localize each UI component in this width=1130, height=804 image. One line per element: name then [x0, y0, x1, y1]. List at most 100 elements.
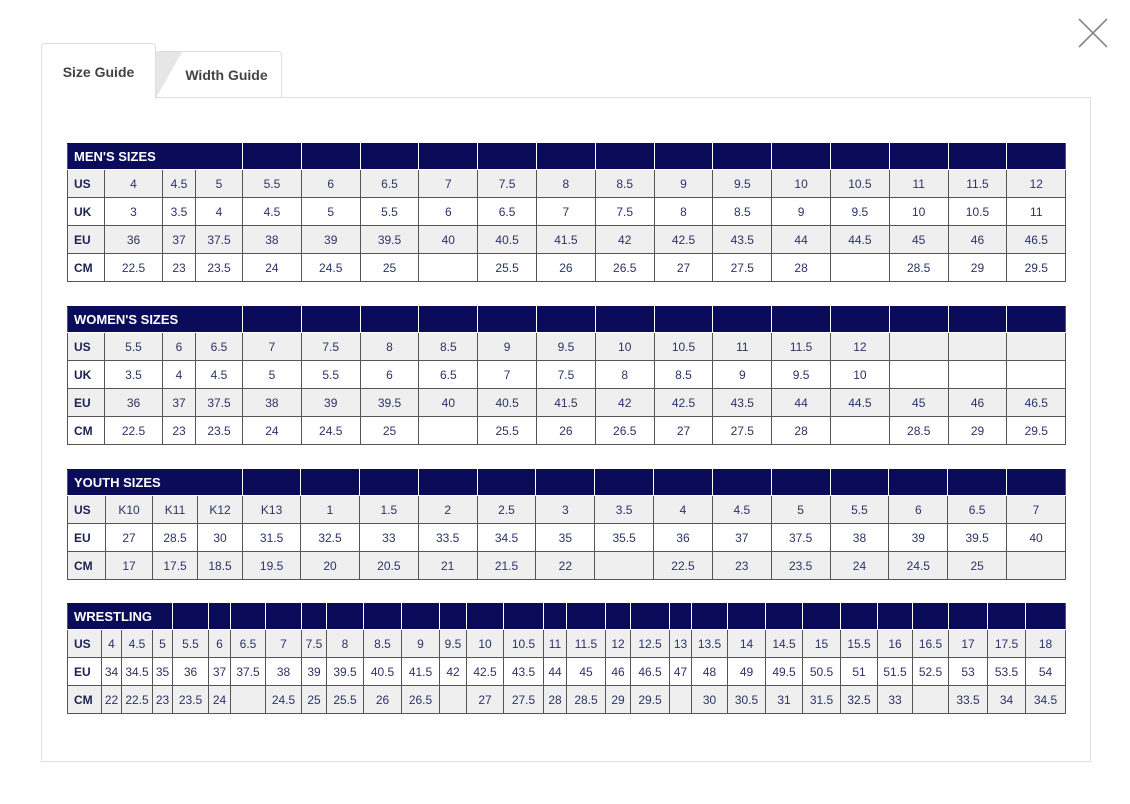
size-cell: 44	[543, 657, 567, 686]
size-cell: 22.5	[104, 253, 163, 282]
header-cell	[208, 603, 231, 630]
size-cell: 40.5	[477, 225, 537, 254]
size-cell: 8	[653, 197, 714, 226]
row-label: EU	[67, 657, 102, 686]
size-cell: 31.5	[242, 523, 302, 552]
size-cell: 3.5	[162, 197, 196, 226]
header-cell	[947, 469, 1008, 496]
header-cell	[594, 143, 655, 170]
size-cell: 17	[105, 551, 154, 580]
row-label: UK	[67, 360, 105, 389]
size-cell: 27	[466, 685, 504, 714]
size-cell: 30	[691, 685, 728, 714]
size-cell: 9.5	[712, 169, 773, 198]
size-cell: 7	[418, 169, 479, 198]
size-cell: 8	[594, 360, 655, 389]
size-cell: 40	[418, 225, 479, 254]
size-cell: 37.5	[194, 225, 244, 254]
size-cell: 4	[194, 197, 244, 226]
header-cell	[566, 603, 606, 630]
table-row: EU 36 37 37.5 38 39 39.5 40 40.5 41.5 42 42.5 43.5 44…	[67, 225, 1067, 254]
size-cell: 34.5	[121, 657, 153, 686]
size-cell: 34.5	[1025, 685, 1066, 714]
tab-width-guide[interactable]: Width Guide	[155, 51, 282, 98]
size-cell: 30	[197, 523, 244, 552]
size-cell: 6	[359, 360, 420, 389]
table-row: UK 3.5 4 4.5 5 5.5 6 6.5 7 7.5 8 8.5 9 9.5 10	[67, 360, 1067, 389]
size-cell: 50.5	[802, 657, 841, 686]
size-cell	[1006, 551, 1066, 580]
size-cell: 25	[359, 416, 420, 445]
size-cell: 7.5	[301, 629, 327, 658]
size-cell: 12	[830, 332, 890, 361]
size-cell: 43.5	[712, 388, 773, 417]
size-cell: 22	[535, 551, 596, 580]
size-cell: 27	[653, 253, 714, 282]
size-cell: 10.5	[947, 197, 1008, 226]
size-cell: 44	[771, 225, 831, 254]
close-icon[interactable]	[1077, 17, 1109, 49]
header-cell	[829, 143, 890, 170]
header-cell	[265, 603, 302, 630]
size-cell: 34	[101, 657, 122, 686]
row-label: UK	[67, 197, 105, 226]
size-cell: 4	[162, 360, 196, 389]
size-cell: 8.5	[653, 360, 714, 389]
tab-size-guide[interactable]: Size Guide	[41, 43, 156, 99]
size-cell: 6	[888, 495, 949, 524]
size-cell: K12	[197, 495, 244, 524]
size-cell: 22.5	[653, 551, 713, 580]
size-cell: 10.5	[503, 629, 544, 658]
size-cell: 41.5	[536, 225, 596, 254]
size-cell: 23.5	[194, 416, 244, 445]
size-cell: 27.5	[712, 416, 773, 445]
size-cell: 20	[300, 551, 360, 580]
size-cell: 34	[987, 685, 1026, 714]
size-cell: 16.5	[912, 629, 949, 658]
size-cell: 42.5	[653, 388, 714, 417]
size-cell: 25.5	[326, 685, 364, 714]
table-row: EU 36 37 37.5 38 39 39.5 40 40.5 41.5 42 42.5 43.5 44…	[67, 388, 1067, 417]
size-cell: 23.5	[194, 253, 244, 282]
size-cell: 27	[653, 416, 714, 445]
size-cell: 9.5	[439, 629, 467, 658]
size-cell: 43.5	[503, 657, 544, 686]
header-cell	[653, 469, 713, 496]
table-row: EU 34 34.5 35 36 37 37.5 38 39 39.5 40.5 41.5 42 42.5…	[67, 657, 1066, 686]
size-cell: 5.5	[829, 495, 890, 524]
header-cell	[840, 603, 878, 630]
header-cell	[947, 143, 1008, 170]
header-cell	[987, 603, 1026, 630]
size-cell	[829, 253, 890, 282]
header-cell	[947, 306, 1008, 333]
size-cell: 25.5	[477, 253, 537, 282]
size-cell: 36	[653, 523, 713, 552]
size-cell: 20.5	[358, 551, 419, 580]
size-cell: 19.5	[242, 551, 302, 580]
header-cell	[326, 603, 364, 630]
size-cell: 37	[162, 388, 196, 417]
size-cell: 12.5	[630, 629, 670, 658]
size-cell: 7	[242, 332, 302, 361]
table-header-row: WOMEN'S SIZES	[66, 306, 1067, 333]
size-cell: 26	[536, 416, 596, 445]
size-cell: 23	[711, 551, 772, 580]
row-label: EU	[66, 523, 107, 552]
size-cell: 11	[1006, 197, 1067, 226]
header-cell	[401, 603, 440, 630]
table-title: WRESTLING	[67, 603, 173, 630]
size-cell: 24.5	[300, 253, 361, 282]
size-cell: 6.5	[477, 197, 537, 226]
size-cell: 49	[727, 657, 766, 686]
size-cell: 40.5	[477, 388, 538, 417]
header-cell	[300, 469, 360, 496]
size-cell: 3.5	[104, 360, 163, 389]
size-cell	[947, 360, 1008, 389]
table-row: US 5.5 6 6.5 7 7.5 8 8.5 9 9.5 10 10.5 11 11.5 12	[67, 332, 1067, 361]
size-cell: 7	[265, 629, 302, 658]
size-cell: 8.5	[712, 197, 773, 226]
size-cell: 33	[358, 523, 419, 552]
header-cell	[418, 143, 479, 170]
size-cell: 5.5	[359, 197, 420, 226]
size-cell: 26.5	[594, 416, 655, 445]
